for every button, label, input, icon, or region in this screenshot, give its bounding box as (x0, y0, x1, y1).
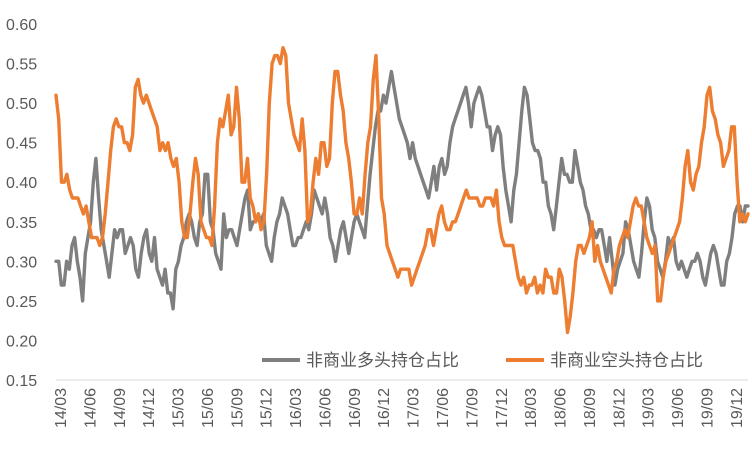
y-axis: 0.15 0.20 0.25 0.30 0.35 0.40 0.45 0.50 0.55 0.60 (6, 17, 37, 390)
series-group (54, 46, 750, 335)
series-line-long (54, 69, 750, 311)
y-tick-label: 0.40 (6, 175, 37, 192)
legend-label-short: 非商业空头持仓占比 (550, 351, 703, 371)
x-tick-label: 17/12 (494, 388, 511, 428)
x-tick-label: 18/12 (611, 388, 628, 428)
x-tick-label: 14/09 (112, 388, 129, 428)
x-tick-label: 19/12 (729, 388, 746, 428)
legend-item-long: 非商业多头持仓占比 (262, 351, 459, 371)
y-tick-label: 0.60 (6, 17, 37, 34)
y-tick-label: 0.55 (6, 57, 37, 74)
x-tick-label: 16/06 (318, 388, 335, 428)
y-tick-label: 0.20 (6, 333, 37, 350)
y-tick-label: 0.45 (6, 136, 37, 153)
y-tick-label: 0.25 (6, 294, 37, 311)
legend-item-short: 非商业空头持仓占比 (506, 351, 703, 371)
x-tick-label: 15/12 (259, 388, 276, 428)
y-tick-label: 0.50 (6, 96, 37, 113)
x-tick-label: 17/06 (435, 388, 452, 428)
x-tick-label: 16/09 (347, 388, 364, 428)
y-tick-label: 0.30 (6, 254, 37, 271)
x-tick-label: 16/03 (288, 388, 305, 428)
x-tick-label: 19/06 (670, 388, 687, 428)
legend-label-long: 非商业多头持仓占比 (306, 351, 459, 371)
series-line-short (54, 46, 750, 335)
x-tick-label: 15/09 (229, 388, 246, 428)
x-axis: 14/03 14/06 14/09 14/12 15/03 15/06 15/09 15/12… (53, 388, 746, 428)
x-tick-label: 14/12 (141, 388, 158, 428)
x-tick-label: 19/03 (641, 388, 658, 428)
x-tick-label: 18/06 (553, 388, 570, 428)
y-tick-label: 0.15 (6, 373, 37, 390)
x-tick-label: 14/03 (53, 388, 70, 428)
x-tick-label: 19/09 (700, 388, 717, 428)
x-tick-label: 17/03 (406, 388, 423, 428)
x-tick-label: 16/12 (376, 388, 393, 428)
x-tick-label: 14/06 (82, 388, 99, 428)
x-tick-label: 18/03 (523, 388, 540, 428)
legend: 非商业多头持仓占比 非商业空头持仓占比 (262, 351, 703, 371)
x-tick-label: 18/09 (582, 388, 599, 428)
y-tick-label: 0.35 (6, 215, 37, 232)
x-tick-label: 17/09 (464, 388, 481, 428)
x-tick-label: 15/06 (200, 388, 217, 428)
x-tick-label: 15/03 (171, 388, 188, 428)
